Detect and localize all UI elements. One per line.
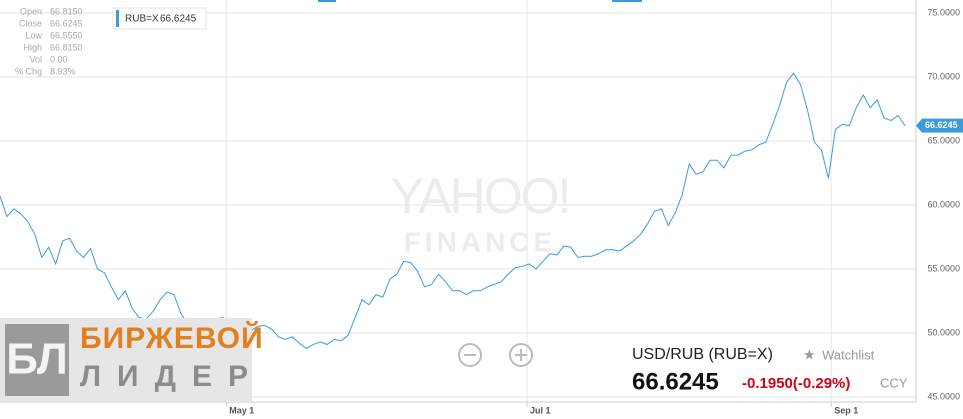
line-series: [0, 72, 906, 349]
legend: [112, 7, 207, 30]
watchlist-star[interactable]: ★: [803, 347, 816, 363]
y-tick-label: 45.0000: [927, 391, 960, 401]
panel-label: Open: [20, 6, 42, 16]
ohlc-panel: Open 66.8150 Close 66.6245 Low 66.5550 High 66.…: [15, 6, 83, 76]
zoom-in-icon[interactable]: [509, 343, 533, 367]
tab-indicator: [612, 0, 642, 2]
watermark: FINANCE: [404, 226, 556, 257]
y-tick-label: 55.0000: [927, 263, 960, 273]
panel-label: % Chg: [15, 66, 42, 76]
y-tick-label: 70.0000: [927, 71, 960, 81]
x-tick-label: Jul 1: [530, 405, 551, 415]
quote-change: -0.1950(-0.29%): [742, 375, 850, 392]
panel-value: 66.8150: [50, 42, 83, 52]
x-tick-label: May 1: [229, 405, 254, 415]
watchlist[interactable]: Watchlist: [822, 347, 875, 362]
x-tick-label: Sep 1: [834, 405, 858, 415]
logo-text: БИРЖЕВОЙ: [80, 321, 264, 355]
plot: [0, 72, 906, 349]
last-price-label: 66.6245: [925, 120, 958, 130]
panel-label: Vol: [29, 54, 42, 64]
quote-currency: CCY: [880, 375, 908, 390]
y-tick-label: 75.0000: [927, 7, 960, 17]
panel-label: Close: [19, 18, 42, 28]
panel-label: Low: [25, 30, 42, 40]
watermark: YAHOO!: [391, 168, 570, 224]
last-price-badge: [916, 118, 963, 133]
zoom-out-icon[interactable]: [458, 343, 482, 367]
panel-value: 66.5550: [50, 30, 83, 40]
y-tick-label: 65.0000: [927, 135, 960, 145]
zoom-out[interactable]: [458, 343, 482, 367]
logo-mark: [5, 324, 69, 396]
panel-value: 66.8150: [50, 6, 83, 16]
quote-symbol: USD/RUB (RUB=X): [632, 346, 773, 363]
y-tick-label: 50.0000: [927, 327, 960, 337]
tab-indicator: [318, 0, 336, 2]
logo: БЛ БИРЖЕВОЙ ЛИДЕР: [0, 318, 264, 402]
logo-mark-text: БЛ: [6, 335, 67, 384]
y-tick-label: 60.0000: [927, 199, 960, 209]
panel-value: 0.00: [50, 54, 68, 64]
zoom-in[interactable]: [509, 343, 533, 367]
panel-label: High: [23, 42, 42, 52]
legend-label: RUB=X: [125, 14, 159, 25]
quote-price: 66.6245: [632, 368, 719, 395]
panel-value: 66.6245: [50, 18, 83, 28]
legend-swatch: [116, 10, 119, 27]
logo-text: ЛИДЕР: [80, 360, 264, 393]
panel-value: 8.93%: [50, 66, 76, 76]
legend-value: 66.6245: [160, 14, 197, 25]
